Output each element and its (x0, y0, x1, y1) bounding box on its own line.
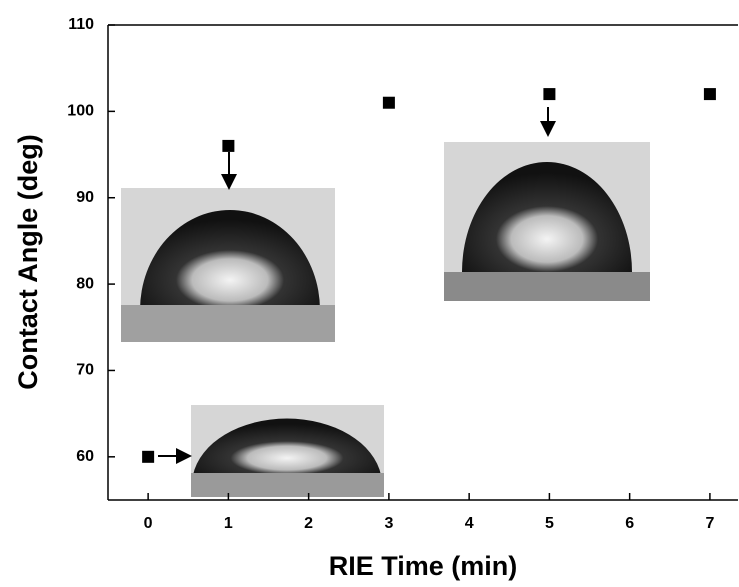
x-tick-label: 4 (465, 515, 474, 532)
y-tick-label: 70 (76, 362, 94, 379)
x-tick-label: 1 (224, 515, 233, 532)
x-tick-label: 0 (144, 515, 153, 532)
point (703, 88, 716, 101)
point (222, 139, 235, 152)
inset-droplet-2 (444, 107, 650, 301)
x-tick-label: 5 (545, 515, 554, 532)
point (142, 450, 155, 463)
point (543, 88, 556, 101)
point (382, 96, 395, 109)
y-tick-label: 90 (76, 189, 94, 206)
x-tick-label: 7 (705, 515, 714, 532)
y-tick-label: 100 (67, 103, 94, 120)
x-tick-label: 2 (304, 515, 313, 532)
x-tick-label: 3 (384, 515, 393, 532)
inset-droplet-1 (121, 152, 335, 342)
y-axis-label: Contact Angle (deg) (13, 134, 43, 390)
inset-droplet-3 (158, 405, 384, 497)
y-tick-label: 80 (76, 275, 94, 292)
x-tick-label: 6 (625, 515, 634, 532)
y-tick-label: 110 (68, 16, 94, 33)
x-axis-label: RIE Time (min) (329, 551, 518, 581)
y-tick-label: 60 (76, 448, 94, 465)
